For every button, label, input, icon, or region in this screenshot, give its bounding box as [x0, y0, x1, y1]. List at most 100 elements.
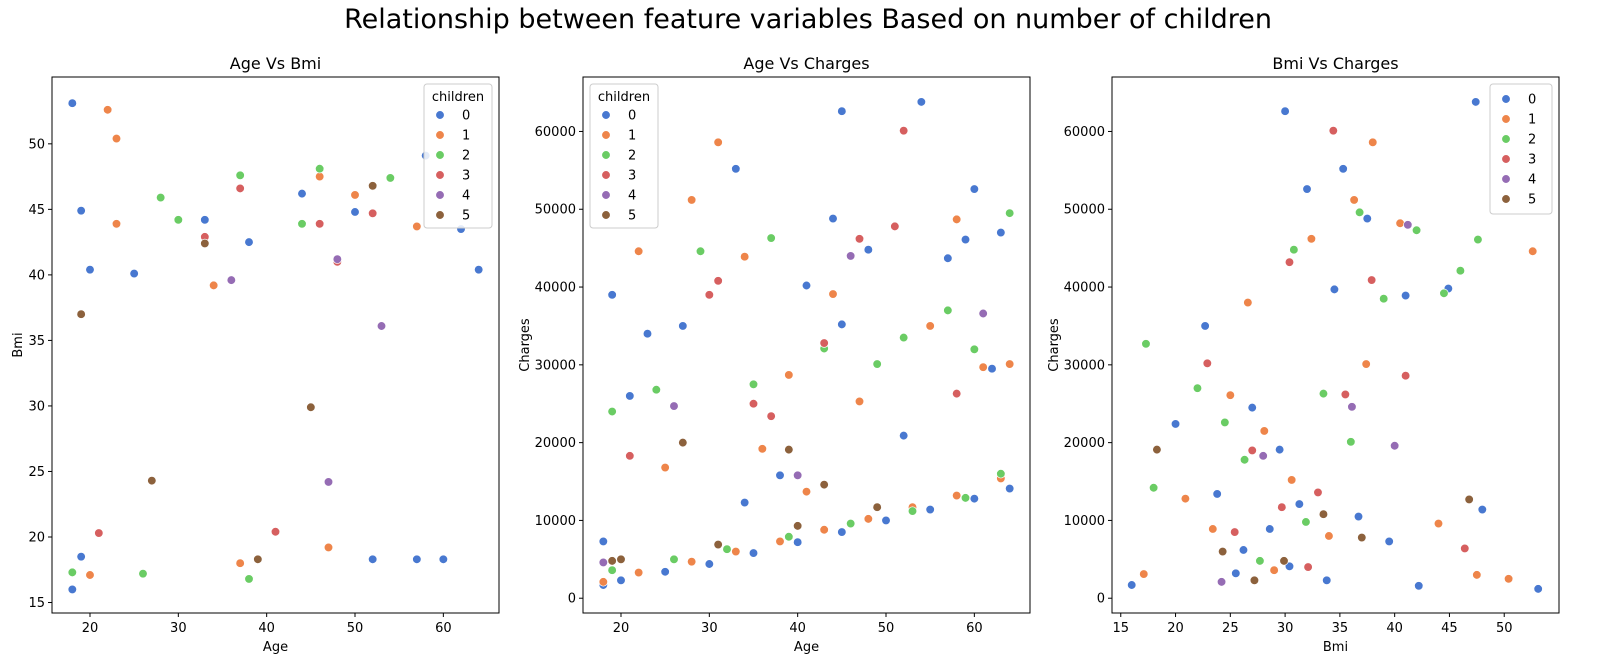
data-point-children-5 [607, 556, 617, 566]
data-point-children-2 [1439, 288, 1449, 298]
chart-title: Bmi Vs Charges [1272, 54, 1398, 73]
legend-entry-label: 1 [628, 129, 636, 144]
data-point-children-3 [1230, 527, 1240, 537]
data-point-children-3 [315, 219, 325, 229]
data-point-children-3 [1303, 562, 1313, 572]
data-point-children-1 [687, 557, 697, 567]
data-point-children-0 [1247, 402, 1257, 413]
x-tick-label: 30 [701, 621, 718, 636]
y-axis-label: Charges [518, 318, 533, 372]
y-tick-label: 50 [28, 137, 45, 152]
data-point-children-0 [85, 264, 95, 275]
data-point-children-0 [828, 213, 838, 224]
data-point-children-1 [1395, 218, 1405, 228]
data-point-children-2 [943, 305, 953, 316]
data-point-children-2 [1141, 339, 1151, 349]
data-point-children-1 [819, 525, 829, 535]
x-tick-label: 60 [435, 621, 452, 636]
data-point-children-1 [634, 567, 644, 578]
y-tick-label: 50000 [535, 203, 576, 218]
legend-marker-2 [1501, 134, 1511, 144]
data-point-children-0 [1170, 419, 1181, 429]
legend: 0 1 2 3 4 5 [1489, 83, 1553, 215]
data-point-children-0 [1362, 213, 1372, 224]
data-point-children-2 [607, 565, 617, 575]
data-point-children-3 [819, 338, 829, 348]
data-point-children-2 [315, 164, 325, 174]
data-point-children-1 [1225, 390, 1235, 400]
data-point-children-0 [297, 188, 307, 199]
data-point-children-0 [1353, 511, 1364, 522]
x-tick-label: 40 [1386, 621, 1403, 636]
y-tick-label: 40 [28, 268, 45, 283]
legend-marker-4 [1501, 174, 1511, 184]
data-point-children-2 [607, 406, 617, 417]
data-point-children-1 [801, 486, 812, 497]
data-point-children-2 [1354, 207, 1365, 218]
x-tick-label: 20 [613, 621, 630, 636]
x-axis-label: Age [263, 640, 288, 655]
data-point-children-1 [1139, 569, 1149, 579]
data-point-children-0 [1231, 568, 1241, 578]
data-point-children-0 [987, 364, 997, 374]
y-tick-label: 60000 [1064, 125, 1105, 140]
data-point-children-0 [350, 207, 360, 217]
data-point-children-0 [244, 237, 254, 247]
legend-marker-3 [435, 170, 445, 180]
data-point-children-2 [846, 518, 856, 529]
x-axis-label: Bmi [1323, 640, 1348, 655]
data-point-children-2 [235, 170, 245, 180]
legend-entry-label: 0 [628, 109, 636, 124]
x-tick-label: 50 [347, 621, 364, 636]
data-point-children-1 [1180, 493, 1191, 504]
chart-title: Age Vs Bmi [230, 54, 321, 73]
data-point-children-1 [111, 133, 122, 144]
data-point-children-0 [1212, 489, 1222, 499]
data-point-children-0 [996, 227, 1006, 238]
data-point-children-3 [1460, 543, 1470, 554]
data-point-children-1 [1361, 359, 1371, 369]
data-point-children-4 [1258, 451, 1268, 461]
x-tick-label: 40 [789, 621, 806, 636]
data-point-children-0 [1533, 584, 1543, 594]
legend-entry-label: 4 [1528, 173, 1536, 188]
data-point-children-2 [1318, 388, 1329, 399]
legend-entry-label: 0 [462, 109, 470, 124]
data-point-children-0 [1329, 284, 1340, 295]
data-point-children-1 [775, 536, 785, 547]
data-point-children-1 [323, 542, 334, 553]
y-tick-label: 20 [28, 530, 45, 545]
data-point-children-2 [969, 344, 979, 354]
data-point-children-0 [969, 493, 979, 504]
y-tick-label: 20000 [535, 436, 576, 451]
data-point-children-1 [952, 490, 962, 501]
data-point-children-5 [200, 238, 210, 249]
data-point-children-0 [837, 319, 847, 330]
y-tick-label: 40000 [535, 281, 576, 296]
data-point-children-1 [1243, 297, 1253, 308]
data-point-children-5 [1279, 556, 1289, 566]
data-point-children-1 [854, 396, 865, 407]
data-point-children-1 [85, 570, 95, 580]
data-point-children-0 [793, 537, 803, 547]
data-point-children-2 [173, 215, 183, 225]
data-point-children-3 [1328, 126, 1338, 136]
x-tick-label: 40 [258, 621, 275, 636]
data-point-children-2 [1411, 225, 1422, 235]
y-tick-label: 10000 [1064, 514, 1105, 529]
legend-marker-0 [435, 110, 445, 120]
legend-marker-3 [1501, 154, 1511, 164]
data-point-children-1 [598, 577, 608, 587]
data-point-children-2 [1379, 294, 1389, 304]
legend-entry-label: 2 [628, 149, 636, 164]
data-point-children-4 [669, 401, 679, 411]
data-point-children-0 [368, 554, 378, 564]
data-point-children-2 [1455, 266, 1466, 276]
data-point-children-3 [713, 276, 723, 286]
legend-box [423, 83, 493, 229]
data-point-children-3 [854, 234, 865, 244]
data-point-children-4 [978, 308, 988, 319]
y-tick-label: 15 [28, 596, 45, 611]
data-point-children-1 [1324, 531, 1334, 541]
plot-area [1111, 76, 1560, 614]
